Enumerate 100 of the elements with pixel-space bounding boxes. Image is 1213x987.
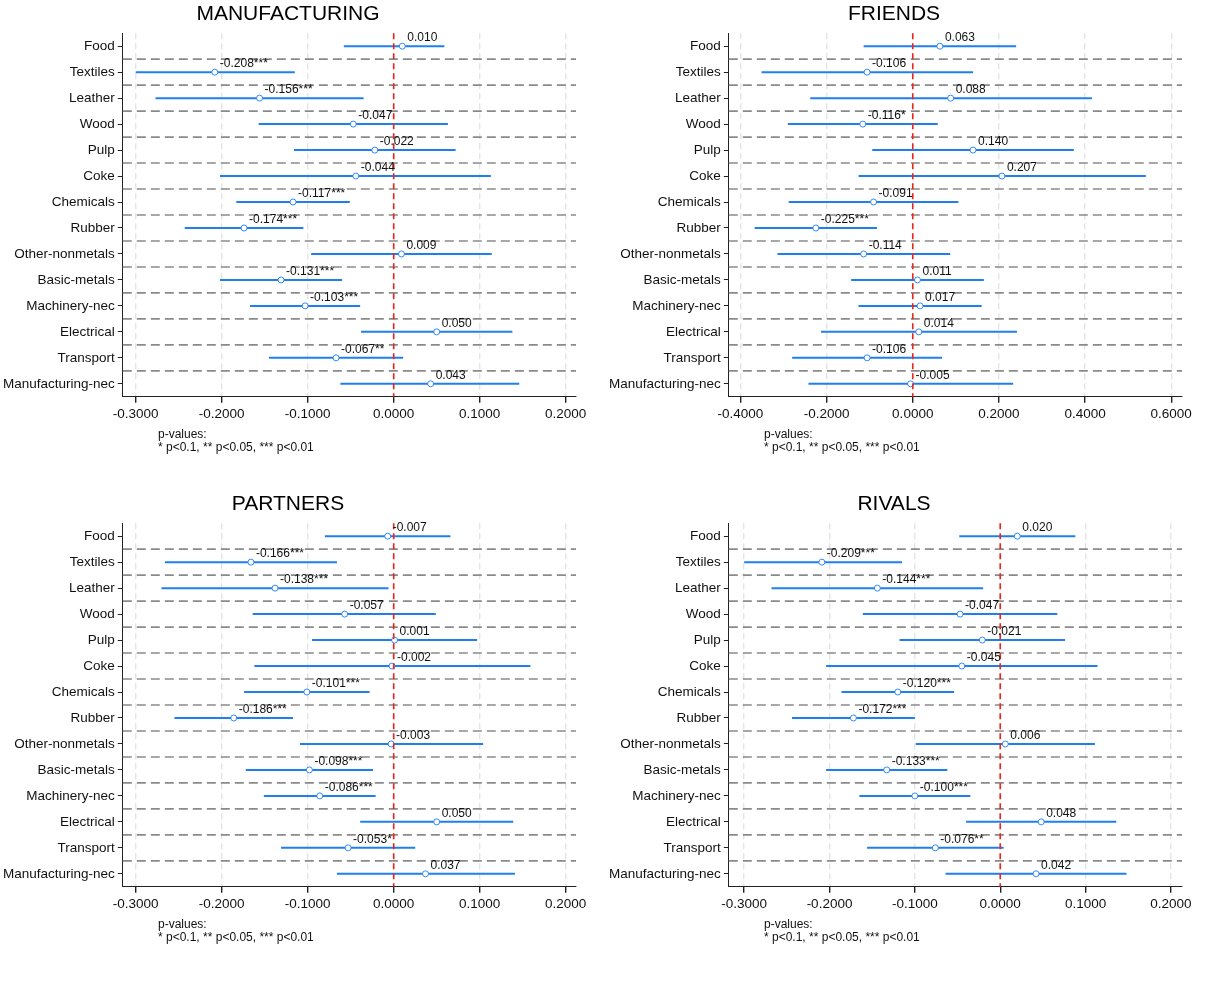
x-tick-label: 0.0000 xyxy=(892,405,934,421)
y-tick-label: Textiles xyxy=(69,63,116,79)
point xyxy=(433,818,441,826)
point xyxy=(956,610,964,618)
data-label: -0.057 xyxy=(349,598,385,613)
y-tick-label: Machinery-nec xyxy=(632,787,722,803)
point xyxy=(344,844,352,852)
y-tick-label: Basic-metals xyxy=(37,761,116,777)
point xyxy=(1013,532,1021,540)
point xyxy=(812,224,820,232)
x-tick-label: -0.1000 xyxy=(284,405,331,421)
data-label: 0.017 xyxy=(925,290,956,305)
data-label: 0.050 xyxy=(441,316,473,331)
point xyxy=(387,740,395,748)
point xyxy=(341,610,349,618)
point xyxy=(303,688,311,696)
data-label: 0.009 xyxy=(406,238,437,253)
y-tick-label: Coke xyxy=(83,657,115,673)
data-label: -0.022 xyxy=(379,134,415,149)
y-tick-label: Machinery-nec xyxy=(632,297,722,313)
data-label: -0.044 xyxy=(360,160,396,175)
y-tick-label: Pulp xyxy=(693,631,721,647)
y-tick-label: Pulp xyxy=(87,631,115,647)
data-label: -0.172*** xyxy=(858,702,907,717)
data-label: -0.144*** xyxy=(882,572,931,587)
y-tick-label: Manufacturing-nec xyxy=(609,865,722,881)
point xyxy=(911,792,919,800)
point xyxy=(230,714,238,722)
data-label: 0.010 xyxy=(407,30,438,45)
data-label: -0.045 xyxy=(966,650,1002,665)
text: * p<0.1, ** p<0.05, *** p<0.01 xyxy=(764,930,920,944)
y-tick-label: Manufacturing-nec xyxy=(609,375,722,391)
y-tick-label: Electrical xyxy=(60,813,115,829)
point xyxy=(870,198,878,206)
y-tick-label: Textiles xyxy=(675,553,722,569)
data-label: 0.001 xyxy=(399,624,430,639)
x-tick-label: -0.4000 xyxy=(717,405,764,421)
x-tick-label: 0.2000 xyxy=(545,405,587,421)
point xyxy=(247,558,255,566)
text: p-values: xyxy=(158,917,208,931)
data-label: -0.225*** xyxy=(820,212,870,227)
chart-title: MANUFACTURING xyxy=(196,1,380,25)
x-tick-label: -0.2000 xyxy=(803,405,850,421)
point xyxy=(349,120,357,128)
y-tick-label: Basic-metals xyxy=(37,271,116,287)
point xyxy=(211,68,219,76)
point xyxy=(883,766,891,774)
point xyxy=(301,302,309,310)
x-tick-label: 0.1000 xyxy=(459,895,501,911)
data-label: -0.101*** xyxy=(311,676,361,691)
data-label: -0.100*** xyxy=(919,780,969,795)
data-label: -0.117*** xyxy=(298,186,346,201)
x-tick-label: 0.0000 xyxy=(979,895,1021,911)
point xyxy=(978,636,986,644)
data-label: 0.207 xyxy=(1006,160,1038,175)
point xyxy=(958,662,966,670)
chart-title: PARTNERS xyxy=(231,491,345,515)
data-label: -0.131*** xyxy=(286,264,335,279)
y-tick-label: Electrical xyxy=(666,323,721,339)
y-tick-label: Manufacturing-nec xyxy=(3,375,116,391)
y-tick-label: Machinery-nec xyxy=(26,297,116,313)
x-tick-label: 0.1000 xyxy=(459,405,501,421)
y-tick-label: Electrical xyxy=(60,323,115,339)
point xyxy=(936,42,944,50)
y-tick-label: Basic-metals xyxy=(643,271,722,287)
data-label: -0.076** xyxy=(940,832,985,847)
y-tick-label: Other-nonmetals xyxy=(620,245,722,261)
y-tick-label: Transport xyxy=(57,839,116,855)
data-label: -0.021 xyxy=(987,624,1022,639)
y-tick-label: Chemicals xyxy=(657,683,722,699)
x-tick-label: -0.3000 xyxy=(112,405,159,421)
point xyxy=(391,636,399,644)
x-tick-label: -0.1000 xyxy=(284,895,331,911)
text: p-values: xyxy=(158,427,208,441)
chart-title: RIVALS xyxy=(857,491,931,515)
data-label: 0.006 xyxy=(1010,728,1041,743)
point xyxy=(1032,870,1040,878)
y-tick-label: Basic-metals xyxy=(643,761,722,777)
point xyxy=(422,870,430,878)
data-label: 0.140 xyxy=(978,134,1009,149)
y-tick-label: Leather xyxy=(69,579,116,595)
point xyxy=(914,276,921,284)
data-label: -0.106 xyxy=(872,56,907,71)
point xyxy=(397,250,405,258)
data-label: 0.088 xyxy=(955,82,987,97)
x-tick-label: -0.2000 xyxy=(198,405,245,421)
point xyxy=(371,146,379,154)
data-label: 0.050 xyxy=(441,806,473,821)
data-label: -0.053* xyxy=(353,832,393,847)
data-label: -0.186*** xyxy=(238,702,288,717)
y-tick-label: Food xyxy=(690,37,721,53)
y-tick-label: Coke xyxy=(83,167,115,183)
y-tick-label: Leather xyxy=(69,89,116,105)
y-tick-label: Wood xyxy=(79,605,115,621)
point xyxy=(894,688,902,696)
y-tick-label: Rubber xyxy=(676,219,722,235)
point xyxy=(256,94,264,102)
y-tick-label: Pulp xyxy=(87,141,115,157)
y-tick-label: Other-nonmetals xyxy=(14,735,116,751)
y-tick-label: Leather xyxy=(675,579,722,595)
